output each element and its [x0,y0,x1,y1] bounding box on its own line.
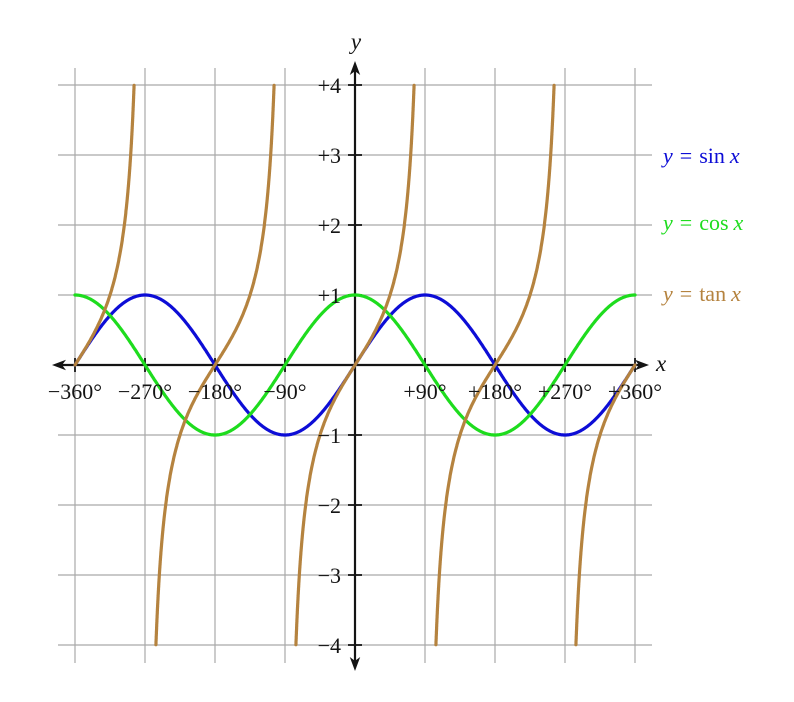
legend-sin-equals: = [679,143,693,168]
x-tick-label: −270° [118,379,172,404]
curve-tan [73,83,637,647]
x-tick-label: +270° [538,379,592,404]
y-tick-label: −4 [318,633,341,658]
x-tick-label: +90° [403,379,446,404]
curve-layer [73,83,637,647]
y-tick-label: +1 [318,283,341,308]
curve-cos [73,293,637,437]
legend-tan-arg: x [731,281,741,306]
legend-cos-fn: cos [699,210,729,235]
y-tick-label: +3 [318,143,341,168]
legend-cos-lhs: y [663,210,673,235]
x-tick-label: +180° [468,379,522,404]
legend-row-cos: y = cos x [663,209,743,237]
legend-sin-fn: sin [699,143,725,168]
legend-sin-lhs: y [663,143,673,168]
x-tick-label: −180° [188,379,242,404]
legend-row-tan: y = tan x [663,280,741,308]
x-axis-label: x [656,351,667,376]
y-tick-label: −2 [318,493,341,518]
x-tick-label: −360° [48,379,102,404]
y-axis-label: y [350,29,362,54]
legend-tan-fn: tan [699,281,727,306]
legend-cos-arg: x [733,210,744,235]
x-axis-arrow-left [52,359,66,371]
y-tick-label: −3 [318,563,341,588]
x-tick-label: +360° [608,379,662,404]
y-tick-label: +2 [318,213,341,238]
legend-tan-equals: = [679,281,693,306]
x-axis-arrow-right [635,359,649,371]
legend-tan-lhs: y [663,281,673,306]
legend-sin-arg: x [729,143,740,168]
y-tick-label: +4 [318,73,341,98]
axis-layer [52,61,649,671]
legend-cos-equals: = [679,210,693,235]
x-tick-label: −90° [263,379,306,404]
y-axis-arrow-up [349,61,361,75]
legend-row-sin: y = sin x [663,142,740,170]
y-axis-arrow-down [349,657,361,671]
y-tick-label: −1 [318,423,341,448]
tick-label-layer: −360° −270° −180° −90° +90° +180° +270° +360° +4… [48,73,662,658]
